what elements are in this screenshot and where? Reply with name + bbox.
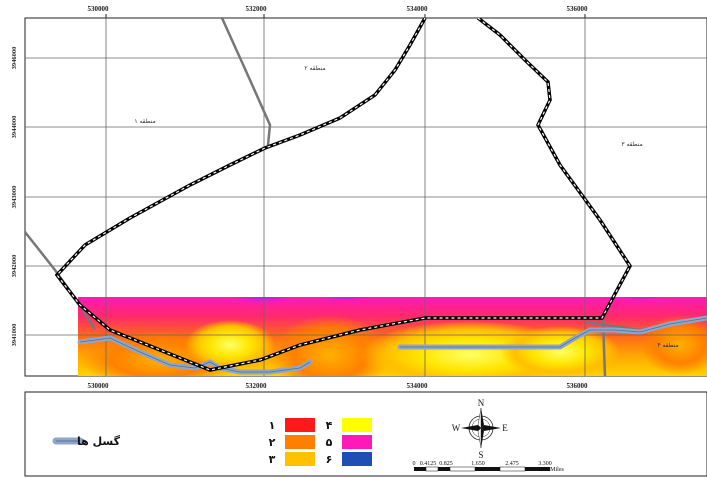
grid-lines xyxy=(25,18,707,376)
class-label-6: ۶ xyxy=(326,453,333,466)
legend-fault: گسل ها xyxy=(52,435,121,448)
x-tick-bottom: 534000 xyxy=(407,382,429,390)
scale-label: 0 xyxy=(413,461,416,467)
x-tick-bottom: 532000 xyxy=(246,382,268,390)
class-swatch-1 xyxy=(285,418,315,432)
y-tick: 3946000 xyxy=(11,47,18,70)
scale-unit: Miles xyxy=(550,467,564,473)
y-axis: 3946000 3944000 3943000 3942000 3941000 xyxy=(11,47,18,347)
scale-label: 0.4125 xyxy=(420,461,437,467)
x-tick-top: 532000 xyxy=(246,5,268,13)
fault-label: گسل ها xyxy=(77,435,121,448)
x-axis-top: 530000 532000 534000 536000 xyxy=(88,5,589,18)
class-swatch-2 xyxy=(285,435,315,449)
class-label-2: ۲ xyxy=(269,436,276,449)
scale-label: 3.300 xyxy=(538,461,552,467)
class-swatch-5 xyxy=(342,435,372,449)
compass-n: N xyxy=(478,398,485,408)
compass-e: E xyxy=(502,423,508,433)
class-swatch-4 xyxy=(342,418,372,432)
class-label-4: ۴ xyxy=(326,419,333,432)
legend-classes: ۱ ۲ ۳ ۴ ۵ ۶ xyxy=(269,418,372,466)
zone-label-1: منطقه ۱ xyxy=(134,118,155,125)
scale-bar: 0 0.4125 0.825 1.650 2.475 3.300 Miles xyxy=(413,461,565,473)
y-tick: 3942000 xyxy=(11,255,18,278)
zone-label-4: منطقه ۴ xyxy=(657,342,678,349)
x-tick-top: 536000 xyxy=(567,5,589,13)
y-tick: 3944000 xyxy=(11,116,18,139)
class-label-1: ۱ xyxy=(269,419,276,432)
class-label-5: ۵ xyxy=(326,436,333,449)
zone-label-2: منطقه ۲ xyxy=(304,65,325,72)
compass-s: S xyxy=(478,450,483,460)
x-tick-bottom: 530000 xyxy=(88,382,110,390)
y-tick: 3943000 xyxy=(11,186,18,209)
class-swatch-6 xyxy=(342,452,372,466)
x-tick-top: 530000 xyxy=(88,5,110,13)
compass-w: W xyxy=(452,423,461,433)
scale-label: 2.475 xyxy=(505,461,519,467)
zone-boundary xyxy=(54,18,633,372)
scale-label: 1.650 xyxy=(471,461,485,467)
compass-rose-icon: N S E W xyxy=(452,398,509,460)
class-swatch-3 xyxy=(285,452,315,466)
x-tick-top: 534000 xyxy=(407,5,429,13)
class-label-3: ۳ xyxy=(269,453,276,466)
zone-label-3: منطقه ۳ xyxy=(621,141,642,148)
x-axis-bottom: 530000 532000 534000 536000 xyxy=(88,382,589,390)
x-tick-bottom: 536000 xyxy=(567,382,589,390)
scale-label: 0.825 xyxy=(439,461,453,467)
y-tick: 3941000 xyxy=(11,324,18,347)
